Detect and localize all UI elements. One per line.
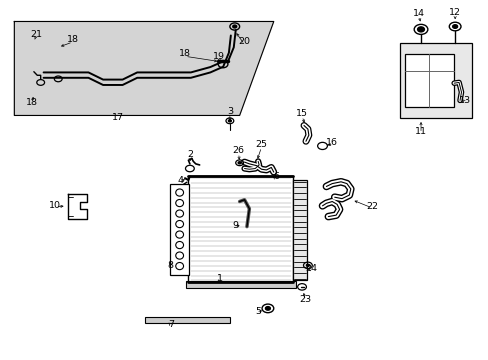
Bar [188, 176, 293, 282]
Text: 21: 21 [30, 30, 41, 39]
Text: 20: 20 [238, 37, 250, 46]
Text: 6: 6 [273, 172, 279, 181]
Text: 11: 11 [414, 127, 426, 136]
Circle shape [228, 120, 231, 122]
Text: 17: 17 [111, 113, 123, 122]
Text: 18: 18 [26, 98, 39, 107]
Bar [293, 180, 306, 280]
Text: 8: 8 [167, 261, 173, 270]
Ellipse shape [175, 210, 183, 217]
Text: 3: 3 [226, 107, 232, 116]
Ellipse shape [175, 189, 183, 196]
Circle shape [417, 27, 424, 32]
Text: 18: 18 [179, 49, 191, 58]
Circle shape [452, 25, 457, 28]
Polygon shape [68, 194, 87, 219]
Text: 5: 5 [255, 307, 261, 316]
Circle shape [306, 264, 309, 266]
Ellipse shape [175, 231, 183, 238]
Text: 10: 10 [49, 201, 61, 210]
Text: 18: 18 [67, 35, 79, 44]
Text: 1: 1 [217, 274, 223, 283]
Bar [399, 43, 471, 118]
Text: 12: 12 [448, 8, 460, 17]
Text: 7: 7 [168, 320, 174, 329]
Ellipse shape [175, 199, 183, 207]
Text: 4: 4 [177, 176, 183, 185]
Text: 19: 19 [213, 52, 224, 61]
Text: 24: 24 [305, 265, 317, 274]
Text: 22: 22 [366, 202, 378, 211]
Text: 2: 2 [186, 150, 192, 159]
Circle shape [232, 25, 236, 28]
Text: 26: 26 [232, 146, 244, 155]
Ellipse shape [175, 262, 183, 270]
Text: 23: 23 [299, 294, 311, 303]
Ellipse shape [175, 252, 183, 259]
Ellipse shape [175, 220, 183, 228]
Text: 13: 13 [458, 96, 470, 105]
Text: 25: 25 [255, 140, 267, 149]
Text: 15: 15 [295, 109, 307, 118]
Text: 14: 14 [412, 9, 424, 18]
Circle shape [238, 162, 241, 164]
Bar [405, 54, 453, 107]
Ellipse shape [175, 242, 183, 249]
Bar [185, 282, 295, 288]
Bar [170, 184, 188, 275]
Text: 16: 16 [325, 138, 338, 147]
Polygon shape [14, 22, 273, 116]
Bar [144, 317, 229, 323]
Text: 9: 9 [232, 221, 238, 230]
Circle shape [265, 307, 270, 310]
